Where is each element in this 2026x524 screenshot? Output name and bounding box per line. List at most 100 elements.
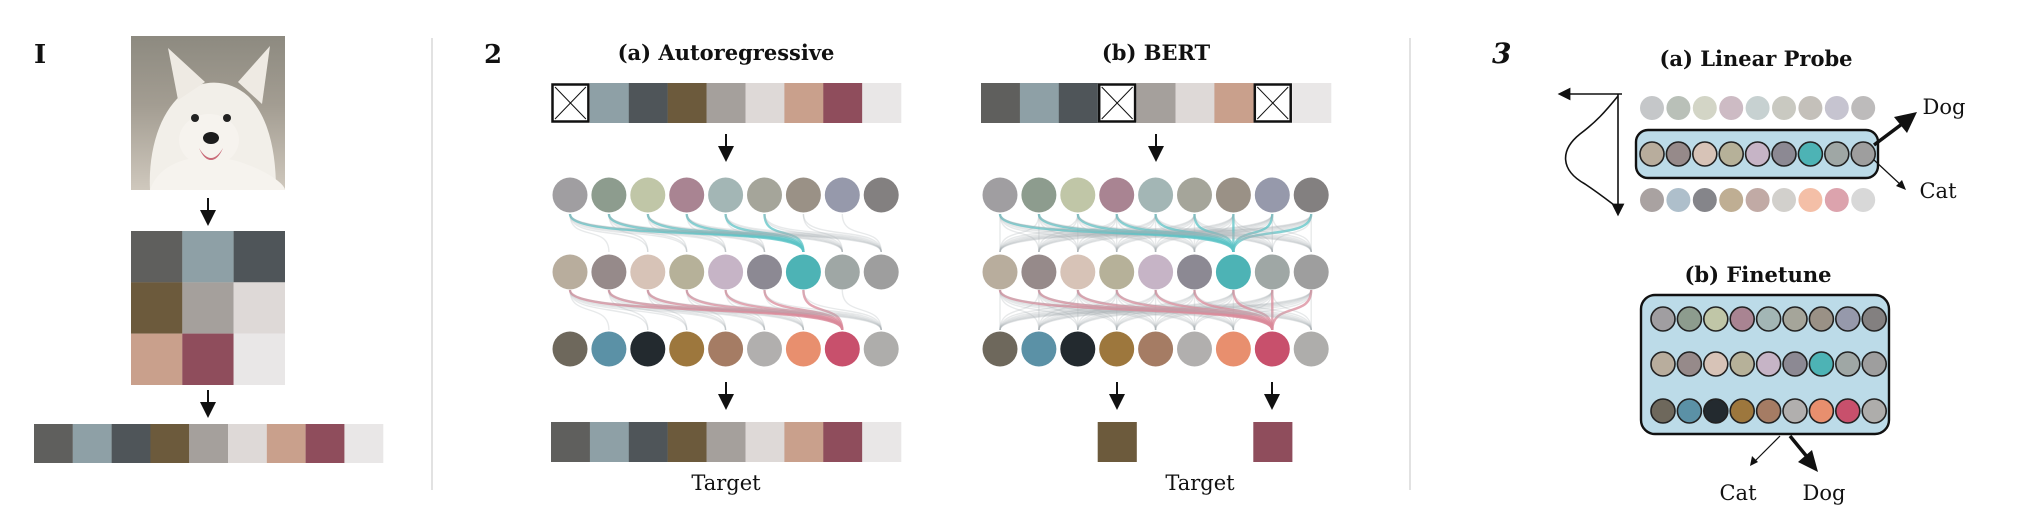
probe-top-row	[1640, 96, 1876, 120]
pixel-square	[823, 83, 863, 123]
node-circle	[1650, 351, 1676, 377]
finetune-dog-arrow	[1788, 434, 1818, 472]
attention-line	[686, 289, 882, 331]
attention-line	[802, 213, 843, 253]
node-circle	[1835, 306, 1861, 332]
attention-line	[1077, 289, 1118, 331]
grid-cell	[131, 333, 183, 385]
target-square	[745, 422, 785, 462]
attention-line	[999, 289, 1040, 331]
probe-bottom-row	[1640, 188, 1876, 212]
attention-line	[1116, 213, 1273, 253]
node-circle	[1640, 96, 1664, 120]
node-circle	[1676, 351, 1703, 377]
attention-line	[569, 289, 727, 331]
attention-line	[999, 289, 1312, 331]
pixel-square	[189, 424, 229, 463]
node-circle	[1824, 188, 1849, 212]
attention-line	[1154, 213, 1312, 253]
node-circle	[824, 331, 860, 367]
attention-line	[1271, 213, 1312, 253]
attention-line	[763, 213, 843, 253]
node-circle	[1138, 177, 1174, 213]
node-circle	[785, 331, 821, 367]
attention-line	[724, 213, 843, 253]
node-circle	[1099, 254, 1135, 290]
target-label-ar: Target	[691, 471, 761, 495]
attention-line	[1271, 213, 1312, 253]
color-grid	[131, 231, 285, 385]
attention-line	[999, 213, 1040, 253]
attention-line	[1038, 289, 1118, 331]
attention-line	[999, 213, 1157, 253]
node-circle	[552, 254, 588, 290]
node-circle	[669, 331, 705, 367]
attention-line	[1038, 289, 1079, 331]
node-circle	[1782, 351, 1808, 377]
pixel-square	[1292, 83, 1332, 123]
node-circle	[1851, 96, 1876, 120]
attention-line	[802, 289, 844, 331]
pixel-square	[150, 424, 190, 463]
attention-line	[999, 213, 1157, 253]
pixel-square	[228, 424, 267, 463]
attention-line	[685, 213, 805, 253]
target-square	[823, 422, 863, 462]
node-circle	[1665, 141, 1692, 167]
node-circle	[1293, 254, 1329, 290]
target-square	[1253, 422, 1293, 462]
node-circle	[1755, 398, 1782, 424]
title-bert: (b) BERT	[1102, 40, 1211, 65]
node-circle	[1745, 188, 1770, 212]
attention-line	[1038, 289, 1312, 331]
attention-line	[999, 289, 1079, 331]
node-circle	[1808, 351, 1835, 377]
attention-line	[999, 289, 1118, 331]
attention-line	[763, 289, 882, 331]
node-circle	[1729, 306, 1755, 332]
target-label-bert: Target	[1165, 471, 1235, 495]
attention-line	[608, 289, 882, 331]
node-circle	[1718, 141, 1744, 167]
grid-cell	[233, 333, 285, 385]
node-circle	[863, 331, 899, 367]
pixel-square	[784, 83, 824, 123]
dog-photo	[131, 36, 285, 190]
attention-line	[569, 289, 649, 331]
node-circle	[1824, 96, 1849, 120]
target-square	[628, 422, 668, 462]
node-circle	[1824, 141, 1850, 167]
attention-line	[1077, 213, 1312, 253]
ar-input-sequence	[551, 83, 902, 123]
attention-line	[608, 289, 727, 331]
node-circle	[1782, 306, 1808, 332]
pixel-square	[706, 83, 746, 123]
attention-line	[1193, 213, 1273, 253]
attention-line	[724, 213, 882, 253]
grid-cell	[182, 282, 234, 334]
attention-line	[999, 289, 1118, 331]
grid-cell	[131, 282, 183, 334]
grid-cell	[233, 282, 285, 334]
pixel-square	[1019, 83, 1059, 123]
node-circle	[1835, 351, 1861, 377]
attention-line	[647, 213, 843, 253]
attention-line	[1038, 213, 1118, 253]
attention-line	[999, 289, 1079, 331]
node-circle	[708, 254, 744, 290]
node-circle	[1293, 331, 1329, 367]
attention-line	[999, 213, 1040, 253]
pixel-sequence	[34, 424, 384, 463]
title-autoregressive: (a) Autoregressive	[618, 40, 835, 65]
node-circle	[1099, 331, 1135, 367]
node-circle	[1771, 141, 1797, 167]
bert-attention-lines	[998, 213, 1313, 331]
title-linear-probe: (a) Linear Probe	[1659, 46, 1852, 71]
attention-line	[608, 289, 688, 331]
mask-cross	[554, 86, 587, 120]
node-circle	[1772, 188, 1796, 212]
node-circle	[747, 331, 782, 367]
node-circle	[1703, 398, 1729, 424]
node-circle	[1639, 141, 1665, 167]
target-square	[1097, 422, 1137, 462]
